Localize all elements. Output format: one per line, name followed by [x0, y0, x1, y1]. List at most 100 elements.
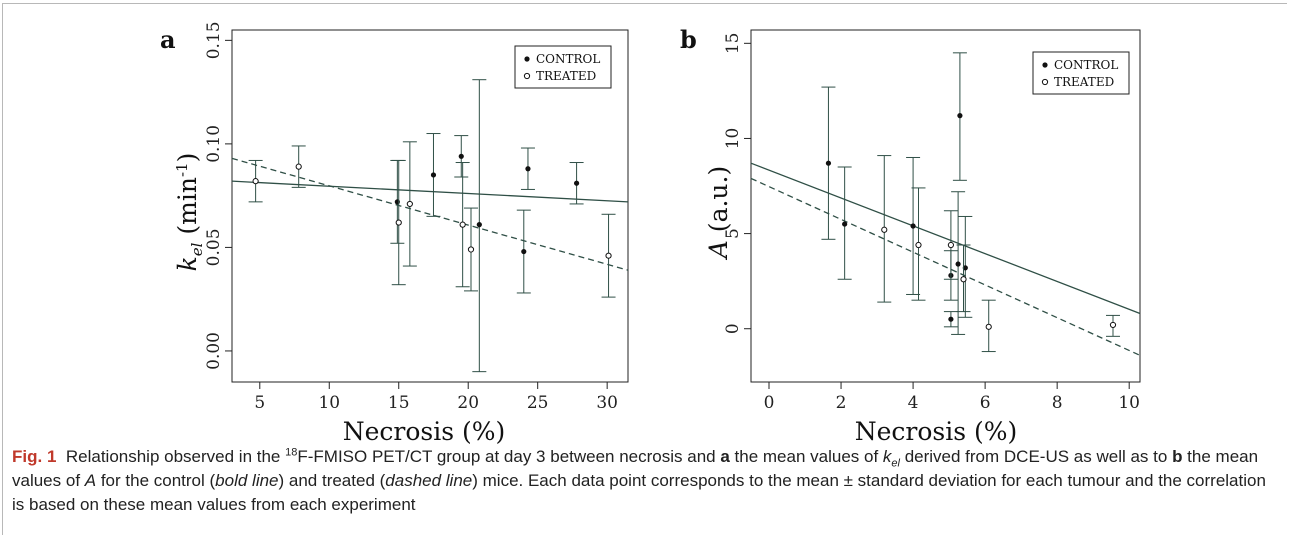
caption-dashed-line: dashed line — [385, 471, 473, 490]
panel-a-y-label-k: k — [173, 256, 202, 271]
treated-data-point — [402, 141, 417, 267]
y-tick-label: 0.05 — [204, 228, 224, 266]
control-data-point — [952, 52, 967, 181]
x-tick-label: 20 — [457, 393, 479, 413]
control-marker — [955, 261, 961, 267]
panel-b-y-label-unit: (a.u.) — [704, 166, 733, 232]
panel-b-legend-treated: TREATED — [1054, 75, 1114, 89]
x-tick-label: 0 — [764, 393, 775, 413]
y-tick-label: 0.10 — [204, 125, 224, 163]
x-tick-label: 25 — [527, 393, 549, 413]
control-marker — [842, 221, 848, 227]
caption-text-3: the mean values of — [729, 447, 883, 466]
caption-k: k — [882, 447, 892, 466]
panel-b-y-label-a: A — [704, 240, 733, 260]
treated-data-point — [911, 187, 926, 301]
treated-marker — [295, 163, 302, 170]
control-marker — [458, 153, 464, 159]
control-marker — [948, 316, 954, 322]
caption-el: el — [891, 457, 900, 470]
figure-caption: Fig. 1 Relationship observed in the 18F-… — [12, 445, 1274, 517]
panel-b-legend-control: CONTROL — [1054, 58, 1118, 72]
x-tick-label: 15 — [388, 393, 410, 413]
treated-data-point — [943, 210, 958, 280]
control-data-point — [821, 86, 836, 240]
treated-data-point — [463, 207, 478, 292]
treated-marker — [1109, 321, 1117, 329]
treated-data-point — [1105, 314, 1120, 337]
control-marker — [910, 223, 916, 229]
control-fit-line — [750, 162, 1141, 315]
y-tick-label: 10 — [723, 128, 743, 150]
panel-b-points — [821, 52, 1120, 353]
panel-b-legend: CONTROL TREATED — [1032, 51, 1130, 95]
treated-marker — [915, 241, 922, 249]
control-data-point — [958, 215, 973, 318]
treated-fit-line — [750, 177, 1141, 356]
panel-a-letter: a — [160, 25, 176, 54]
treated-data-point — [981, 299, 996, 353]
x-tick-label: 10 — [318, 393, 340, 413]
treated-marker — [985, 323, 992, 330]
panel-a-legend-box — [514, 45, 612, 89]
control-data-point — [426, 133, 441, 217]
panel-a-y-label-sup: -1 — [173, 162, 191, 177]
caption-bold-line: bold line — [215, 471, 279, 490]
control-data-point — [837, 166, 852, 280]
x-tick-label: 10 — [1118, 393, 1140, 413]
control-data-point — [472, 79, 487, 373]
y-tick-label: 5 — [723, 228, 743, 239]
caption-bold-b: b — [1172, 447, 1183, 466]
x-tick-label: 5 — [254, 393, 265, 413]
control-data-point — [516, 209, 531, 294]
panel-b-letter: b — [680, 25, 697, 54]
treated-data-point — [956, 244, 971, 313]
figure-frame — [2, 3, 1287, 535]
treated-data-point — [601, 213, 616, 298]
panel-a-plot-area — [231, 29, 629, 383]
treated-marker — [947, 241, 955, 249]
panel-b-x-label: Necrosis (%) — [855, 417, 1018, 445]
panel-a-legend-control-marker — [524, 56, 530, 62]
panel-a-y-label: kel (min-1) — [173, 153, 206, 272]
control-data-point — [943, 311, 958, 328]
panel-b-y-label: A (a.u.) — [704, 166, 733, 260]
panel-a: a 5 10 15 20 25 30 0.00 0.05 0.10 0.15 Necrosis … — [160, 21, 629, 445]
panel-a-y-label-el: el — [188, 242, 206, 256]
treated-data-point — [248, 159, 263, 203]
treated-marker — [881, 226, 888, 233]
panel-a-legend-treated-marker — [523, 72, 531, 80]
caption-figure-label: Fig. 1 — [12, 447, 57, 466]
panel-b: b 0 2 4 6 8 10 0 5 10 15 Necrosis (%) A (a.u.) C… — [680, 25, 1141, 445]
treated-marker — [395, 219, 402, 226]
caption-text-2: F-FMISO PET/CT group at day 3 between ne… — [297, 447, 721, 466]
y-tick-label: 0 — [723, 323, 743, 334]
x-tick-label: 8 — [1052, 393, 1063, 413]
y-tick-label: 0.15 — [204, 21, 224, 59]
figure: a 5 10 15 20 25 30 0.000.050.100.15 Necrosis … — [160, 21, 1141, 445]
treated-marker — [252, 178, 259, 185]
control-marker — [825, 160, 832, 166]
panel-b-plot-area — [750, 29, 1141, 383]
control-data-point — [454, 135, 469, 178]
panel-a-legend-control: CONTROL — [536, 52, 600, 66]
control-data-point — [520, 147, 535, 190]
panel-b-legend-treated-marker — [1041, 78, 1049, 86]
control-marker — [476, 222, 482, 228]
panel-a-legend: CONTROL TREATED — [514, 45, 612, 89]
x-tick-label: 6 — [980, 393, 991, 413]
caption-sup-18: 18 — [285, 446, 298, 459]
control-marker — [957, 113, 963, 119]
panel-b-x-ticks: 0 2 4 6 8 10 — [764, 382, 1140, 413]
panel-b-fit-lines — [750, 162, 1141, 356]
panel-a-y-label-unit: (min — [173, 177, 202, 235]
treated-data-point — [291, 145, 306, 188]
treated-data-point — [391, 159, 406, 286]
panel-a-x-ticks: 5 10 15 20 25 30 — [254, 382, 618, 413]
panel-a-legend-treated: TREATED — [536, 69, 596, 83]
control-data-point — [906, 156, 921, 295]
treated-data-point — [877, 155, 892, 303]
caption-text-1: Relationship observed in the — [65, 447, 286, 466]
control-marker — [962, 265, 968, 271]
caption-text-8: ) mice. Each data point corresponds to t… — [12, 471, 1266, 514]
